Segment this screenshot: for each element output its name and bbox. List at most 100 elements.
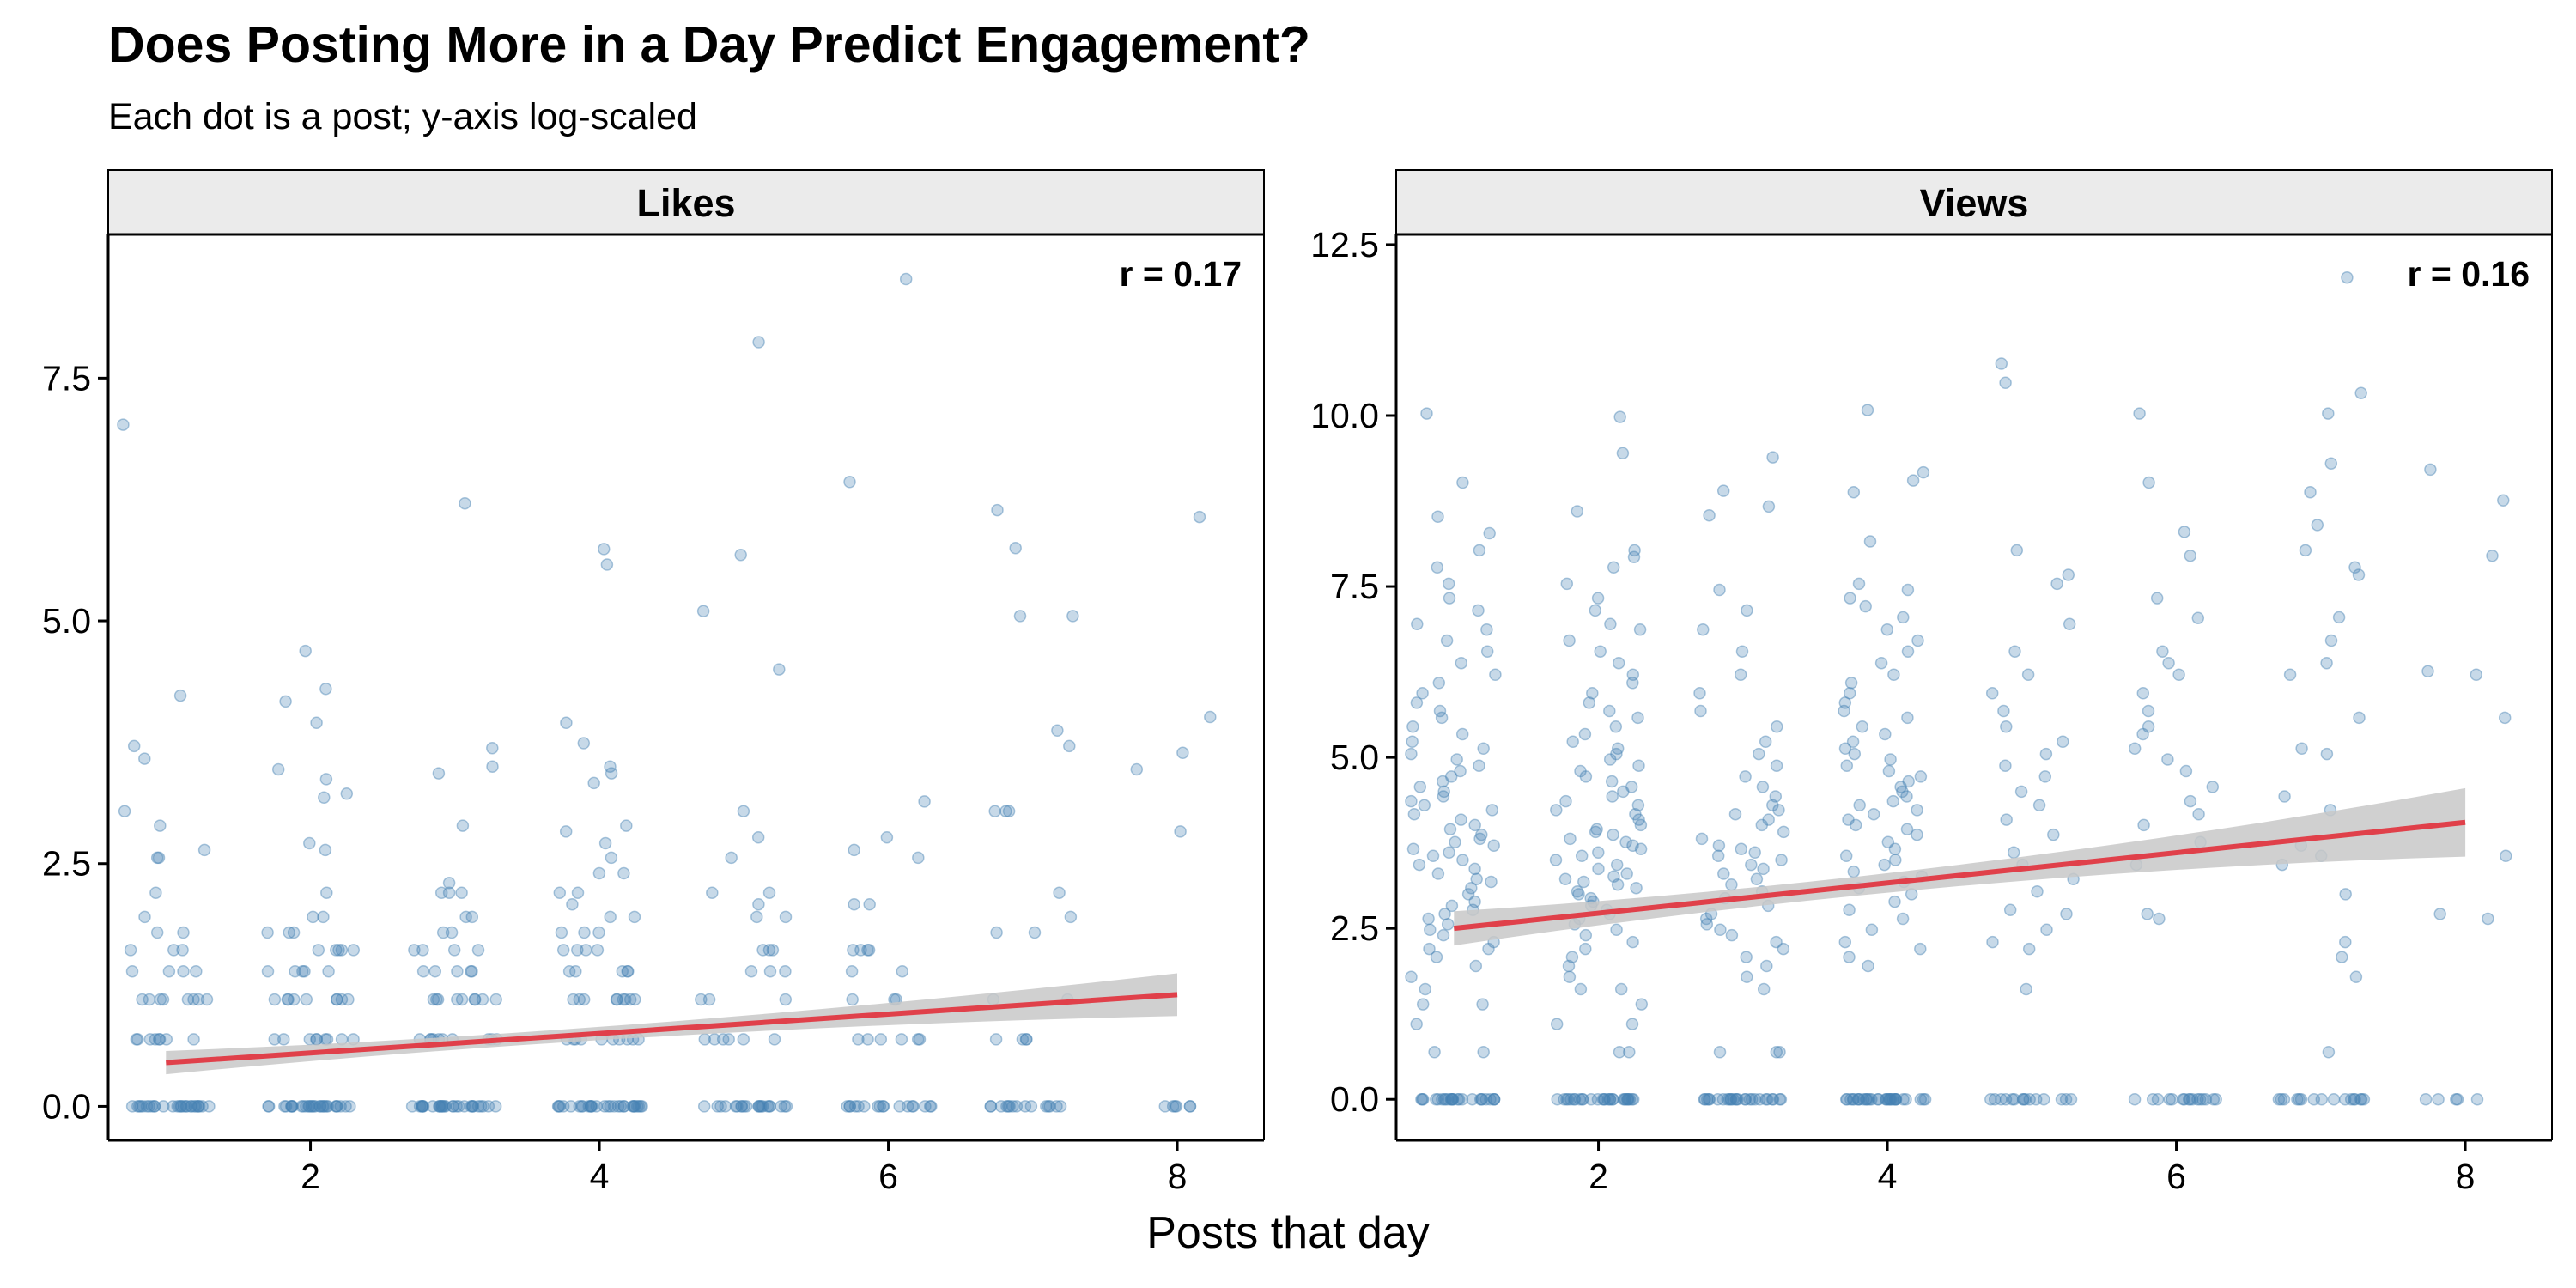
data-point bbox=[1589, 604, 1602, 617]
data-point bbox=[586, 1100, 598, 1113]
data-point bbox=[779, 993, 793, 1006]
data-point bbox=[2275, 1092, 2288, 1106]
data-point bbox=[271, 762, 285, 776]
data-point bbox=[1867, 807, 1880, 821]
data-point bbox=[190, 964, 203, 978]
chart-subtitle: Each dot is a post; y-axis log-scaled bbox=[108, 96, 697, 137]
data-point bbox=[160, 1033, 173, 1046]
data-point bbox=[901, 1100, 914, 1113]
data-point bbox=[1605, 775, 1619, 788]
data-point bbox=[1550, 1018, 1564, 1030]
panel-likes: Likes 0.0 2.5 5.0 7.5 2 4 6 8 r = 0.17 bbox=[42, 169, 1265, 1196]
data-point bbox=[2348, 1092, 2360, 1106]
data-point bbox=[618, 993, 632, 1006]
data-point bbox=[2277, 1092, 2291, 1106]
data-point bbox=[477, 1100, 489, 1113]
data-point bbox=[175, 1100, 188, 1113]
data-point bbox=[438, 1100, 451, 1113]
data-point bbox=[321, 1100, 334, 1113]
data-point bbox=[308, 1100, 322, 1113]
data-point bbox=[331, 993, 343, 1006]
data-point bbox=[296, 964, 309, 978]
data-point bbox=[1577, 875, 1590, 889]
data-point bbox=[1424, 923, 1437, 937]
data-point bbox=[154, 993, 167, 1006]
data-point bbox=[1450, 753, 1463, 766]
data-point bbox=[1410, 696, 1424, 709]
data-point bbox=[1563, 970, 1577, 983]
data-point bbox=[1592, 862, 1605, 876]
data-point bbox=[466, 1100, 479, 1113]
data-point bbox=[628, 910, 641, 924]
data-point bbox=[1693, 687, 1706, 700]
data-point bbox=[1578, 727, 1592, 741]
data-point bbox=[1741, 604, 1753, 617]
data-point bbox=[2003, 903, 2017, 916]
data-point bbox=[2128, 1092, 2142, 1106]
data-point bbox=[2193, 1092, 2207, 1106]
data-point bbox=[465, 964, 477, 978]
data-point bbox=[1130, 762, 1144, 776]
data-point bbox=[152, 1033, 166, 1046]
data-point bbox=[1455, 813, 1467, 826]
data-point bbox=[2322, 407, 2335, 420]
data-point bbox=[1606, 1092, 1619, 1106]
data-point bbox=[1886, 1092, 1899, 1106]
data-point bbox=[2006, 1092, 2019, 1106]
data-point bbox=[1586, 687, 1599, 700]
data-point bbox=[1442, 577, 1455, 591]
data-point bbox=[1911, 828, 1923, 841]
data-point bbox=[582, 1100, 595, 1113]
data-point bbox=[455, 993, 469, 1006]
data-point bbox=[617, 1100, 630, 1113]
data-point bbox=[1479, 1092, 1492, 1106]
data-point bbox=[1626, 839, 1639, 853]
data-point bbox=[1591, 1092, 1605, 1106]
data-point bbox=[2021, 668, 2035, 682]
data-point bbox=[1729, 1092, 1743, 1106]
data-point bbox=[1564, 832, 1577, 846]
data-point bbox=[725, 851, 738, 865]
data-point bbox=[1430, 1092, 1443, 1106]
data-point bbox=[1838, 742, 1852, 756]
views-fit bbox=[1453, 787, 2466, 946]
data-point bbox=[1995, 1092, 2008, 1106]
data-point bbox=[1436, 775, 1449, 788]
data-point bbox=[489, 993, 502, 1006]
data-point bbox=[1986, 935, 1999, 949]
data-point bbox=[627, 1100, 641, 1113]
data-point bbox=[1001, 1100, 1015, 1113]
data-point bbox=[179, 1100, 192, 1113]
data-point bbox=[1431, 510, 1444, 524]
data-point bbox=[984, 1100, 997, 1113]
data-point bbox=[1773, 1046, 1786, 1059]
data-point bbox=[1872, 1092, 1885, 1106]
data-point bbox=[1839, 849, 1853, 863]
data-point bbox=[562, 964, 576, 978]
data-point bbox=[285, 1100, 298, 1113]
confidence-band bbox=[166, 973, 1177, 1075]
data-point bbox=[2207, 1092, 2221, 1106]
data-point bbox=[1900, 823, 1914, 835]
data-point bbox=[2039, 747, 2053, 761]
data-point bbox=[907, 1100, 920, 1113]
data-point bbox=[1914, 942, 1927, 956]
data-point bbox=[1917, 1092, 1930, 1106]
data-point bbox=[2163, 1092, 2176, 1106]
data-point bbox=[148, 1100, 161, 1113]
data-point bbox=[413, 1100, 427, 1113]
strip-views-label: Views bbox=[1920, 181, 2029, 225]
data-point bbox=[261, 964, 275, 978]
data-point bbox=[2322, 1046, 2336, 1059]
data-point bbox=[2307, 1092, 2321, 1106]
data-point bbox=[1739, 770, 1752, 783]
data-point bbox=[1617, 1092, 1631, 1106]
data-point bbox=[697, 1100, 711, 1113]
data-point bbox=[1997, 704, 2010, 718]
data-point bbox=[1574, 764, 1587, 778]
data-point bbox=[442, 877, 456, 890]
data-point bbox=[331, 993, 343, 1006]
data-point bbox=[1473, 544, 1486, 557]
data-point bbox=[1625, 1092, 1639, 1106]
data-point bbox=[1603, 1092, 1617, 1106]
